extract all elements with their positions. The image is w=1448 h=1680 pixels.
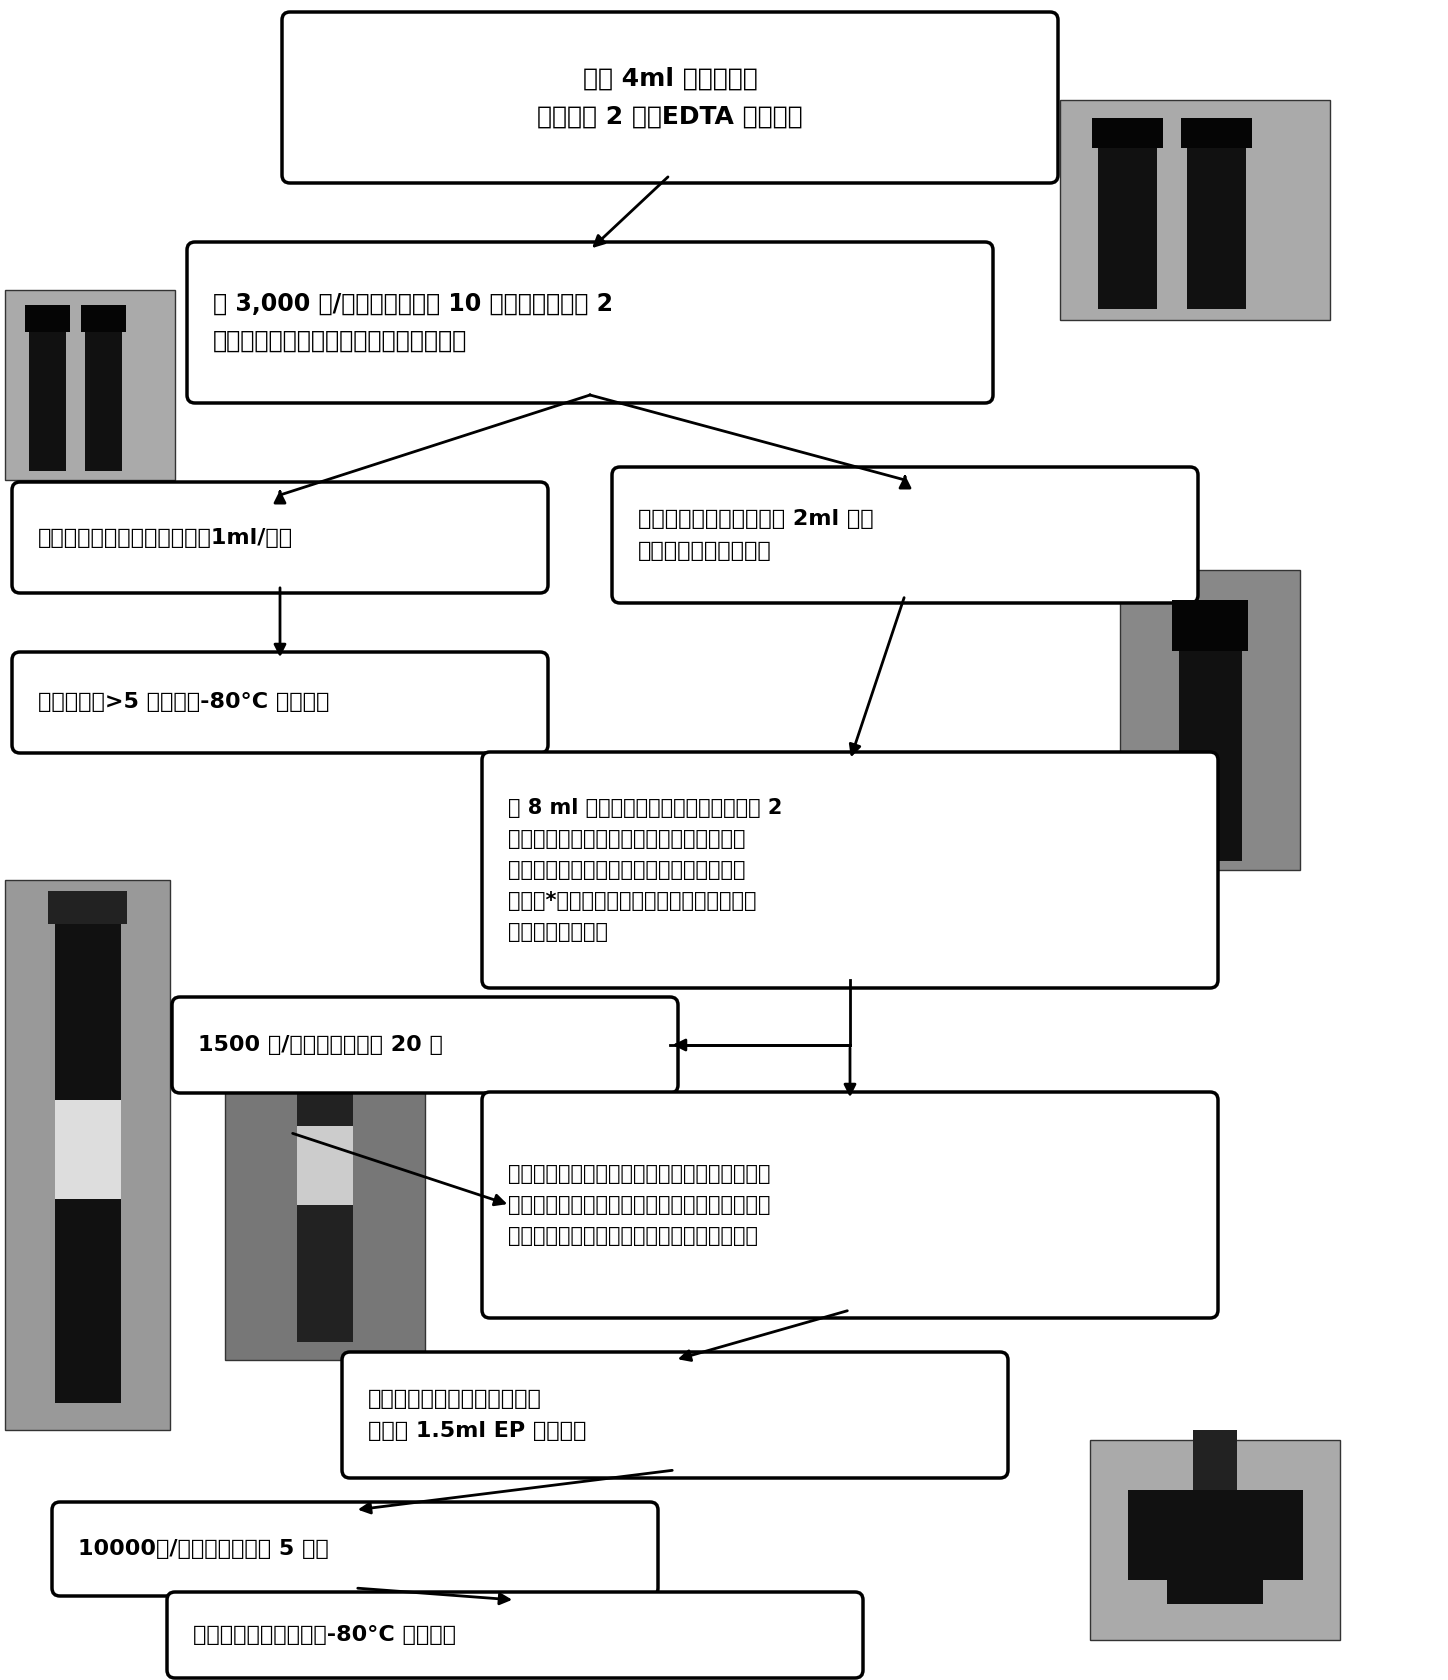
- Text: 以 3,000 转/分，室温，高心 10 分钟，血液分为 2
层，上层是淡黄色的血浆，下层为血细胞: 以 3,000 转/分，室温，高心 10 分钟，血液分为 2 层，上层是淡黄色的…: [213, 292, 613, 353]
- Bar: [1173, 600, 1248, 650]
- Bar: [1119, 570, 1300, 870]
- FancyBboxPatch shape: [482, 1092, 1218, 1319]
- FancyBboxPatch shape: [282, 12, 1058, 183]
- Bar: [4, 291, 175, 480]
- Bar: [25, 306, 70, 333]
- Bar: [224, 1000, 426, 1361]
- Text: 1500 转/分，室温，高心 20 分: 1500 转/分，室温，高心 20 分: [198, 1035, 443, 1055]
- Bar: [1128, 1490, 1303, 1579]
- FancyBboxPatch shape: [12, 652, 547, 753]
- Bar: [55, 1100, 120, 1200]
- Text: 将上层血浆吸出分装成两管（1ml/管）: 将上层血浆吸出分装成两管（1ml/管）: [38, 528, 292, 548]
- Bar: [297, 1018, 353, 1342]
- FancyBboxPatch shape: [482, 753, 1218, 988]
- Bar: [48, 890, 127, 924]
- Text: 将 8 ml 淋巴细胞分离液（是全血体积的 2
倍）预先加入灭菌的高心管中，将与生理盐
水混合的血细胞慢慢加入淋巴细胞分离液液
面上（*注意尽量不要让血细胞层掺: 将 8 ml 淋巴细胞分离液（是全血体积的 2 倍）预先加入灭菌的高心管中，将与…: [508, 798, 782, 942]
- Bar: [55, 907, 120, 1403]
- Bar: [85, 328, 122, 470]
- Text: 液体分为三层，上层是淡黄色的血浆，中间一层
乳白色，最下面一层是红色的血细胞，在中间层
和上层交界处是有一层白色的膜，即白细胞层: 液体分为三层，上层是淡黄色的血浆，中间一层 乳白色，最下面一层是红色的血细胞，在…: [508, 1164, 770, 1247]
- FancyBboxPatch shape: [172, 996, 678, 1094]
- Bar: [1098, 144, 1157, 309]
- Text: 白色的沉淀即白细胞；-80°C 冰箱保存: 白色的沉淀即白细胞；-80°C 冰箱保存: [193, 1625, 456, 1645]
- FancyBboxPatch shape: [342, 1352, 1008, 1478]
- Bar: [1090, 1440, 1339, 1640]
- Text: 收集界面上的白细胞层，放入
灭菌的 1.5ml EP 离心管中: 收集界面上的白细胞层，放入 灭菌的 1.5ml EP 离心管中: [368, 1389, 586, 1440]
- Text: 10000转/分，室温，高心 5 分钟: 10000转/分，室温，高心 5 分钟: [78, 1539, 329, 1559]
- Bar: [297, 1126, 353, 1205]
- FancyBboxPatch shape: [12, 482, 547, 593]
- Bar: [81, 306, 126, 333]
- Bar: [1187, 144, 1247, 309]
- Text: 抽取 4ml 空腹静脉血
每位病人 2 管（EDTA 抗凝管）: 抽取 4ml 空腹静脉血 每位病人 2 管（EDTA 抗凝管）: [537, 67, 802, 128]
- Text: 液氮中速冻>5 分钟后，-80°C 冷冻保存: 液氮中速冻>5 分钟后，-80°C 冷冻保存: [38, 692, 329, 712]
- Bar: [1092, 118, 1163, 148]
- Bar: [1060, 101, 1331, 319]
- Bar: [4, 880, 169, 1430]
- FancyBboxPatch shape: [613, 467, 1197, 603]
- Bar: [1167, 1579, 1263, 1604]
- FancyBboxPatch shape: [52, 1502, 657, 1596]
- Bar: [1179, 645, 1241, 860]
- FancyBboxPatch shape: [187, 242, 993, 403]
- FancyBboxPatch shape: [167, 1593, 863, 1678]
- Bar: [1182, 118, 1253, 148]
- Bar: [1193, 1430, 1237, 1490]
- Text: 血细胞层中加入等体积约 2ml 的灭
菌生理盐水，摇摆混匀: 血细胞层中加入等体积约 2ml 的灭 菌生理盐水，摇摆混匀: [639, 509, 873, 561]
- Bar: [29, 328, 67, 470]
